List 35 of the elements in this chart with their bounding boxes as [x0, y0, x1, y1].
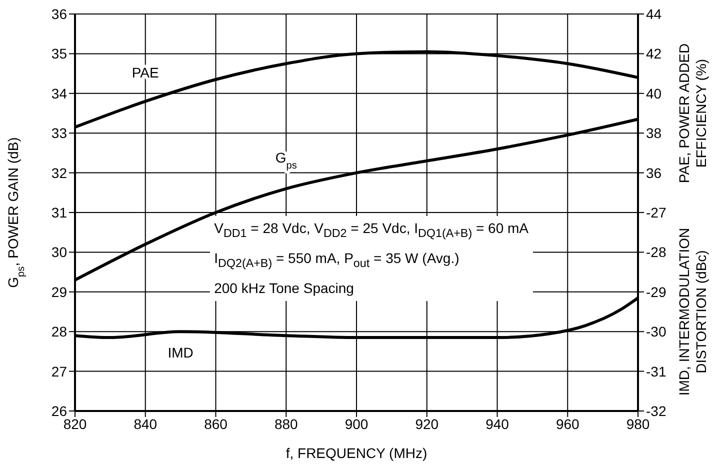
y2-tick-label: 36 — [646, 164, 662, 181]
y-tick-label: 30 — [51, 244, 68, 260]
y-tick-label: 28 — [51, 324, 68, 340]
y2-tick-label: 38 — [646, 125, 662, 142]
y3-tick-label: -27 — [646, 204, 666, 220]
y2-tick-label: 44 — [646, 6, 662, 22]
y-tick-label: 35 — [51, 46, 68, 62]
series-label: IMD — [168, 344, 194, 361]
y2-tick-label: 42 — [646, 46, 662, 62]
annotation: V$_{DD1}$ = 28 Vdc, V$_{DD2}$ = 25 Vdc, I$_{DQ1(A+B)}$ = 60 mA — [214, 219, 529, 242]
y-tick-label: 33 — [51, 125, 68, 142]
x-tick-label: 860 — [204, 416, 228, 432]
y2-tick-label: 40 — [646, 85, 662, 102]
x-tick-label: 880 — [274, 416, 298, 432]
y-tick-label: 36 — [51, 6, 68, 22]
x-axis-title: f, FREQUENCY (MHz) — [286, 445, 428, 461]
y3-axis-title: IMD, INTERMODULATION DISTORTION (dBc) — [676, 228, 709, 396]
x-tick-label: 940 — [486, 416, 510, 432]
annotation: I$_{DQ2(A+B)}$ = 550 mA, P$_{out}$ = 35 W (Avg.) — [214, 249, 460, 272]
y-tick-label: 29 — [51, 284, 68, 300]
series-label: G$_{ps}$ — [275, 150, 297, 172]
y3-tick-label: -28 — [646, 244, 666, 260]
x-tick-label: 920 — [415, 416, 439, 432]
y3-tick-label: -31 — [646, 363, 666, 380]
y3-tick-label: -29 — [646, 284, 666, 300]
y-tick-label: 31 — [51, 204, 68, 220]
x-tick-label: 840 — [134, 416, 158, 432]
y-tick-label: 32 — [51, 164, 68, 181]
y3-tick-label: -30 — [646, 324, 666, 340]
annotation: 200 kHz Tone Spacing — [214, 279, 355, 298]
y-tick-label: 34 — [51, 85, 68, 102]
y-tick-label: 27 — [51, 363, 68, 380]
x-tick-label: 960 — [556, 416, 580, 432]
x-tick-label: 900 — [344, 416, 368, 432]
y2-axis-title: PAE, POWER ADDED EFFICIENCY (%) — [676, 43, 709, 184]
